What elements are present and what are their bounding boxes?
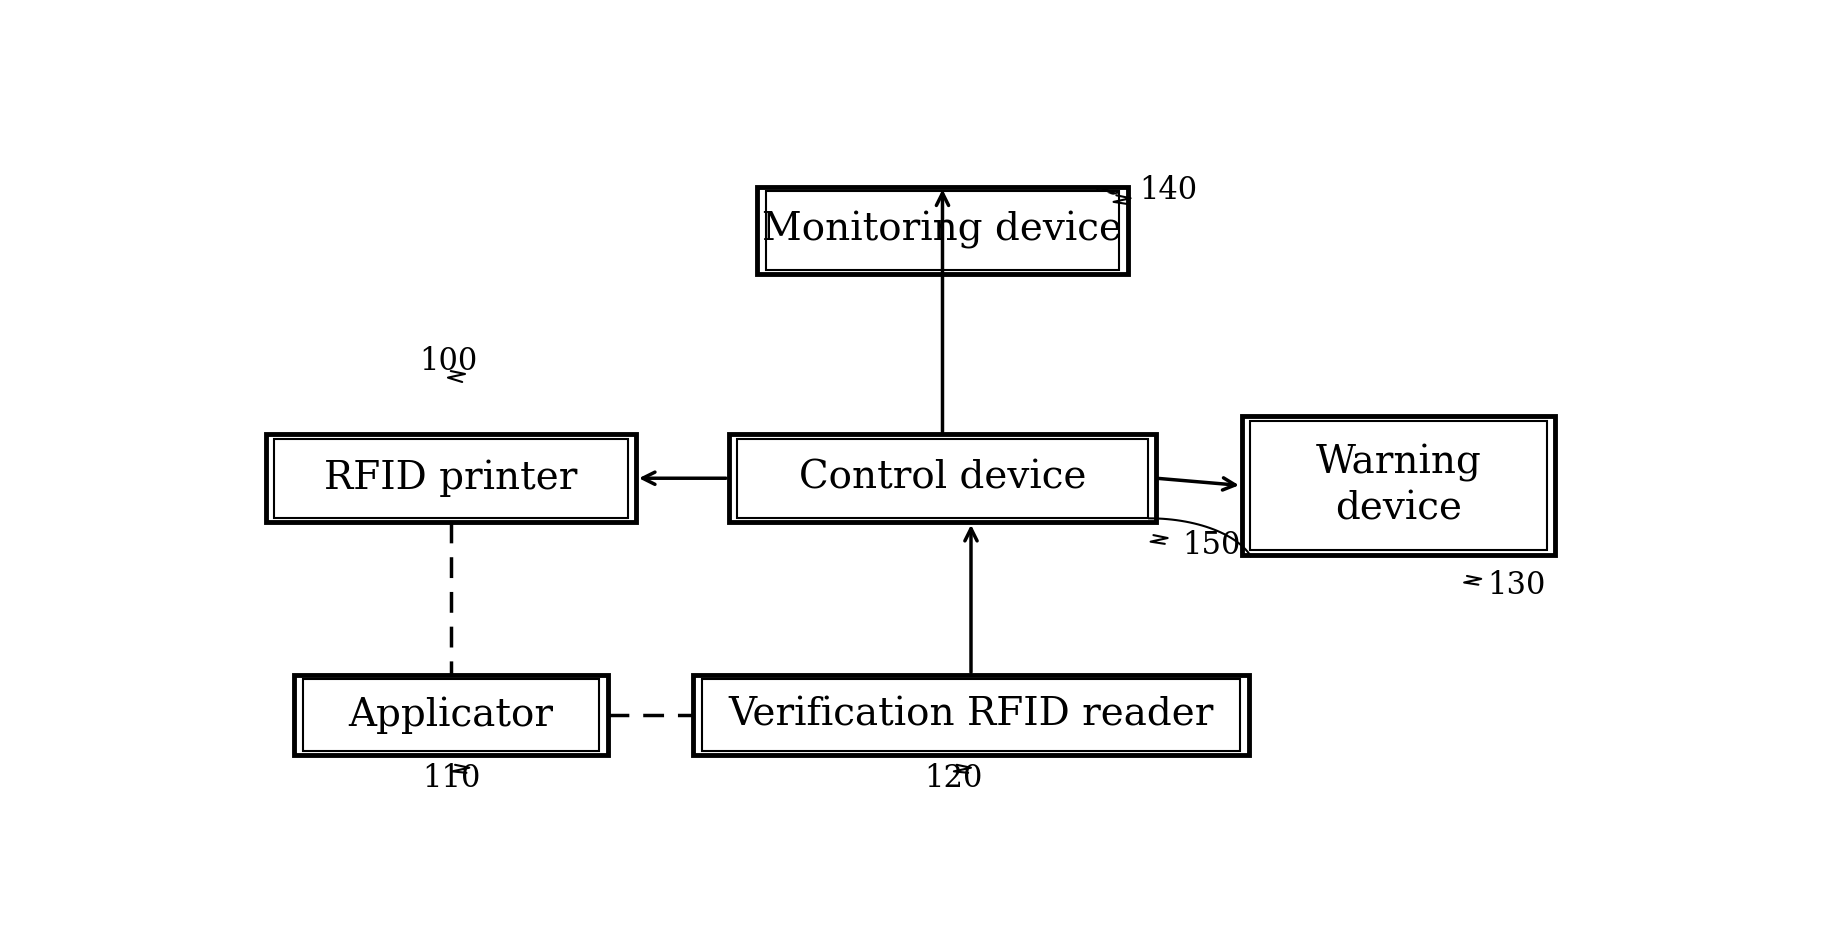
Bar xyxy=(274,438,627,518)
Bar xyxy=(702,680,1239,751)
Bar xyxy=(693,675,1249,756)
Text: 100: 100 xyxy=(419,346,478,377)
Text: Control device: Control device xyxy=(798,459,1087,497)
Text: Warning
device: Warning device xyxy=(1315,444,1482,527)
Text: 130: 130 xyxy=(1488,570,1545,601)
Bar xyxy=(758,187,1127,274)
Bar xyxy=(737,438,1148,518)
Text: 110: 110 xyxy=(423,763,480,795)
Text: Applicator: Applicator xyxy=(348,696,554,734)
Bar xyxy=(1251,420,1547,550)
Bar xyxy=(303,680,600,751)
Text: 150: 150 xyxy=(1182,529,1239,561)
Bar xyxy=(265,435,636,522)
Bar xyxy=(765,191,1120,270)
Bar xyxy=(1241,417,1556,555)
Text: Verification RFID reader: Verification RFID reader xyxy=(728,697,1214,734)
Text: 120: 120 xyxy=(923,763,982,795)
Text: ~: ~ xyxy=(1087,171,1125,212)
Text: 140: 140 xyxy=(1138,174,1197,205)
Bar xyxy=(728,435,1157,522)
Text: RFID printer: RFID printer xyxy=(324,459,577,497)
Bar xyxy=(294,675,607,756)
Text: Monitoring device: Monitoring device xyxy=(763,211,1122,249)
